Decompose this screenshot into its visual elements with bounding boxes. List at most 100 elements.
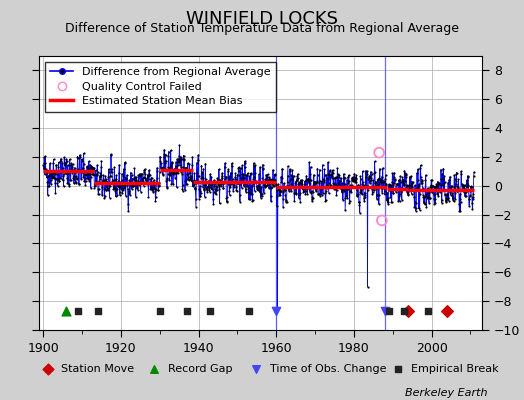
Point [129, 182, 137, 189]
Point [243, 183, 252, 189]
Point [400, 182, 408, 188]
Point [446, 173, 454, 180]
Point [278, 166, 286, 172]
Point [302, 173, 311, 179]
Point [82, 175, 90, 181]
Point [103, 187, 112, 193]
Point [336, 185, 344, 191]
Point [443, 308, 451, 314]
Point [405, 183, 413, 189]
Point [151, 198, 160, 205]
Point [237, 175, 245, 182]
Point [245, 187, 254, 193]
Point [458, 187, 466, 194]
Point [466, 188, 475, 194]
Point [449, 195, 457, 201]
Point [467, 184, 475, 190]
Point [443, 192, 451, 198]
Point [296, 184, 304, 190]
Point [411, 199, 420, 205]
Point [131, 178, 139, 185]
Point [447, 183, 456, 189]
Point [127, 180, 135, 186]
Point [144, 172, 152, 178]
Point [101, 173, 110, 179]
Point [111, 186, 119, 192]
Point [233, 188, 241, 195]
Point [123, 172, 131, 178]
Point [373, 192, 381, 198]
Point [107, 166, 116, 172]
Point [358, 181, 366, 188]
Point [51, 180, 59, 186]
Point [393, 180, 401, 187]
Point [362, 174, 370, 180]
Point [192, 180, 201, 186]
Point [214, 181, 223, 187]
Point [44, 178, 52, 185]
Point [449, 197, 457, 203]
Point [332, 182, 340, 188]
Point [359, 184, 367, 191]
Point [197, 162, 205, 169]
Point [283, 172, 292, 179]
Point [337, 183, 345, 190]
Point [174, 159, 183, 165]
Point [256, 184, 265, 191]
Point [241, 160, 249, 166]
Point [347, 182, 355, 189]
Point [140, 166, 149, 172]
Point [112, 176, 120, 182]
Point [434, 193, 443, 199]
Point [293, 171, 302, 177]
Point [364, 187, 372, 194]
Point [305, 178, 313, 184]
Point [74, 308, 82, 314]
Point [361, 194, 369, 201]
Point [268, 183, 276, 190]
Point [413, 170, 421, 176]
Point [373, 196, 381, 202]
Point [414, 183, 422, 189]
Point [256, 164, 264, 170]
Point [361, 192, 369, 198]
Point [248, 182, 256, 189]
Point [379, 178, 388, 184]
Point [239, 183, 248, 189]
Point [428, 189, 436, 195]
Point [318, 178, 326, 184]
Point [373, 176, 381, 183]
Point [343, 185, 351, 192]
Point [315, 191, 323, 198]
Point [276, 187, 285, 194]
Point [373, 192, 381, 198]
Point [450, 176, 458, 182]
Point [56, 168, 64, 175]
Point [349, 178, 357, 184]
Point [355, 198, 363, 205]
Point [398, 174, 407, 181]
Point [168, 169, 176, 176]
Point [201, 176, 210, 182]
Point [312, 188, 320, 194]
Point [404, 308, 412, 314]
Point [209, 201, 217, 208]
Point [274, 305, 282, 312]
Point [129, 182, 138, 188]
Point [324, 170, 333, 177]
Point [347, 182, 356, 188]
Point [206, 171, 214, 177]
Point [145, 180, 153, 186]
Point [141, 177, 150, 184]
Point [246, 190, 255, 196]
Point [291, 180, 300, 186]
Point [265, 181, 274, 188]
Point [188, 162, 196, 168]
Point [123, 182, 131, 188]
Point [142, 180, 150, 186]
Point [104, 169, 113, 176]
Point [319, 190, 328, 196]
Point [307, 176, 315, 183]
Point [365, 172, 374, 179]
Point [63, 162, 72, 169]
